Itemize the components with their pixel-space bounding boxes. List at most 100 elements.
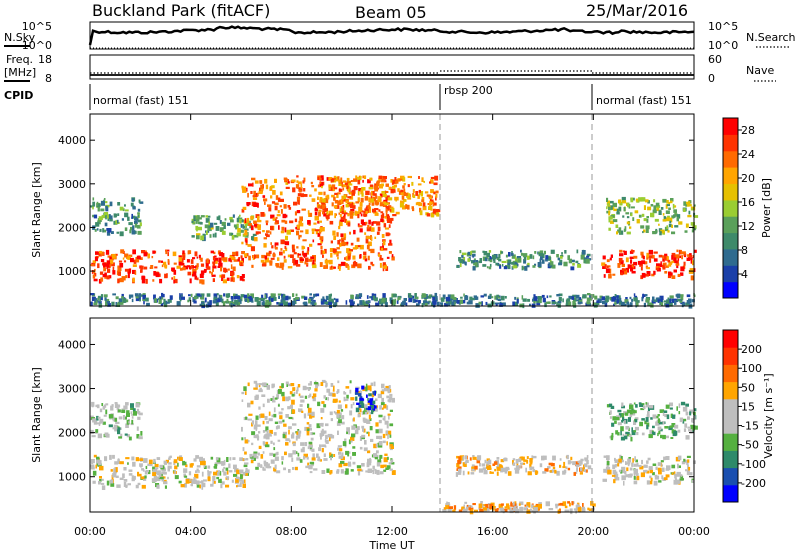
echo-cell [442, 294, 446, 300]
echo-cell [614, 457, 616, 461]
echo-cell [421, 177, 424, 182]
echo-cell [613, 303, 615, 307]
echo-cell [191, 479, 195, 484]
echo-cell [118, 260, 123, 263]
echo-cell [478, 301, 482, 305]
echo-cell [524, 266, 528, 271]
echo-cell [180, 484, 185, 488]
echo-cell [132, 215, 136, 219]
echo-cell [552, 455, 556, 461]
echo-cell [297, 253, 302, 256]
echo-cell [378, 209, 381, 212]
echo-cell [307, 428, 310, 431]
echo-cell [349, 203, 354, 209]
echo-cell [675, 294, 678, 297]
echo-cell [614, 477, 617, 481]
echo-cell [245, 391, 247, 395]
echo-cell [583, 469, 587, 472]
echo-cell [196, 233, 201, 236]
echo-cell [586, 253, 591, 257]
echo-cell [178, 257, 182, 262]
echo-cell [628, 457, 631, 460]
echo-cell [91, 435, 96, 438]
echo-cell [668, 223, 672, 228]
echo-cell [291, 432, 295, 435]
echo-cell [257, 452, 260, 456]
echo-cell [566, 303, 570, 306]
echo-cell [557, 301, 562, 304]
echo-cell [252, 182, 254, 187]
echo-cell [498, 503, 503, 509]
echo-cell [136, 408, 140, 414]
echo-cell [652, 425, 655, 429]
echo-cell [497, 262, 500, 266]
echo-cell [129, 296, 131, 299]
echo-cell [120, 249, 125, 254]
echo-cell [296, 433, 301, 439]
echo-cell [244, 228, 249, 231]
echo-cell [353, 178, 357, 182]
echo-cell [295, 293, 298, 297]
echo-cell [529, 303, 531, 307]
echo-cell [207, 227, 212, 232]
echo-cell [471, 260, 476, 264]
echo-cell [382, 201, 387, 204]
echo-cell [353, 186, 358, 191]
echo-cell [511, 251, 513, 254]
echo-cell [90, 293, 95, 296]
echo-cell [319, 444, 322, 448]
echo-cell [261, 263, 267, 267]
echo-cell [203, 463, 206, 468]
echo-cell [117, 202, 121, 206]
echo-cell [105, 298, 110, 303]
echo-cell [369, 457, 371, 463]
colorbar-swatch [723, 450, 738, 469]
echo-cell [486, 252, 490, 258]
echo-cell [229, 232, 233, 236]
echo-cell [662, 219, 667, 222]
echo-cell [114, 417, 118, 422]
echo-cell [135, 484, 139, 489]
echo-cell [640, 251, 644, 256]
echo-cell [274, 464, 277, 470]
echo-cell [389, 409, 393, 412]
echo-cell [530, 461, 533, 465]
echo-cell [229, 255, 234, 259]
echo-cell [429, 195, 432, 199]
echo-cell [191, 264, 194, 269]
echo-cell [489, 504, 493, 509]
echo-cell [321, 202, 326, 205]
echo-cell [606, 463, 609, 468]
echo-cell [239, 276, 244, 281]
echo-cell [448, 506, 453, 509]
echo-cell [586, 455, 589, 459]
echo-cell [268, 303, 271, 307]
echo-cell [374, 469, 377, 474]
echo-cell [633, 261, 638, 266]
echo-cell [118, 404, 121, 408]
echo-cell [658, 421, 663, 425]
echo-cell [349, 389, 352, 394]
echo-cell [212, 233, 215, 238]
echo-cell [137, 214, 140, 218]
echo-cell [275, 195, 279, 200]
echo-cell [572, 301, 576, 306]
echo-cell [143, 299, 145, 305]
echo-cell [128, 222, 133, 226]
echo-cell [388, 251, 392, 254]
echo-cell [618, 458, 622, 463]
echo-cell [606, 404, 610, 408]
echo-cell [187, 299, 190, 303]
echo-cell [324, 445, 327, 448]
echo-cell [502, 302, 506, 307]
echo-cell [336, 409, 340, 414]
echo-cell [338, 212, 341, 215]
echo-cell [645, 199, 649, 203]
echo-cell [461, 254, 464, 258]
echo-cell [138, 412, 143, 416]
echo-cell [638, 197, 643, 202]
echo-cell [405, 302, 408, 306]
echo-cell [621, 200, 627, 204]
echo-cell [128, 268, 132, 273]
echo-cell [245, 458, 249, 461]
